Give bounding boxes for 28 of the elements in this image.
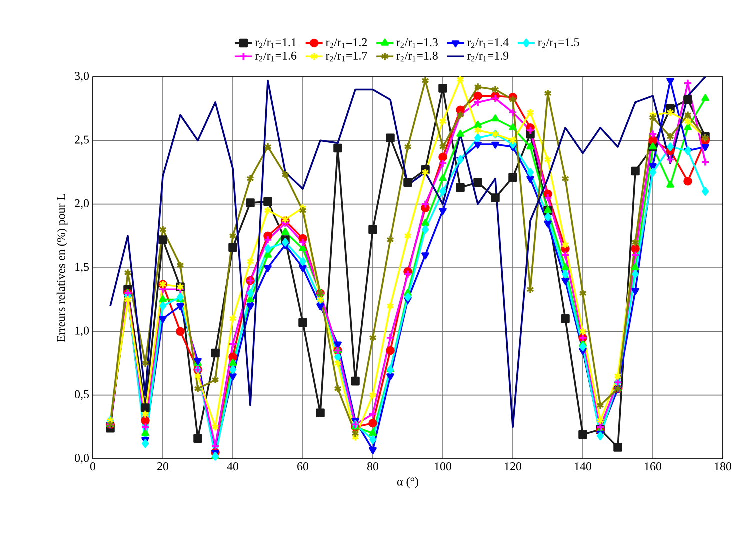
- legend-label: r$_{2}$/r$_{1}$=1.7: [326, 52, 368, 62]
- x-tick-label: 180: [715, 462, 732, 471]
- legend-label: r$_{2}$/r$_{1}$=1.4: [467, 38, 509, 48]
- x-tick-label: 60: [298, 462, 309, 471]
- y-tick-label: 3,0: [75, 72, 90, 82]
- legend-label: r$_{2}$/r$_{1}$=1.9: [467, 52, 509, 62]
- x-tick-label: 20: [158, 462, 169, 471]
- y-tick-label: 2,0: [75, 199, 90, 210]
- x-tick-label: 160: [645, 462, 662, 471]
- x-tick-label: 120: [505, 462, 522, 471]
- y-tick-label: 1,0: [76, 326, 90, 337]
- x-tick-label: 100: [435, 462, 452, 471]
- legend-label: r$_{2}$/r$_{1}$=1.5: [538, 38, 580, 48]
- y-tick-label: 1,5: [76, 263, 90, 273]
- x-axis-title: α (°): [397, 477, 418, 488]
- x-tick-label: 80: [367, 462, 379, 471]
- legend-label: r$_{2}$/r$_{1}$=1.3: [396, 38, 438, 48]
- y-tick-label: 0,5: [75, 390, 90, 400]
- y-tick-label: 0,0: [75, 454, 90, 464]
- x-tick-label: 140: [575, 462, 592, 471]
- legend-label: r$_{2}$/r$_{1}$=1.6: [255, 52, 297, 62]
- legend-label: r$_{2}$/r$_{1}$=1.8: [396, 52, 438, 62]
- y-axis-title: Erreurs relatives en (%) pour L: [56, 194, 68, 342]
- legend-label: r$_{2}$/r$_{1}$=1.2: [326, 38, 368, 48]
- x-tick-label: 40: [227, 462, 239, 471]
- y-tick-label: 2,5: [75, 136, 90, 146]
- legend-label: r$_{2}$/r$_{1}$=1.1: [255, 38, 296, 48]
- x-tick-label: 0: [90, 462, 96, 471]
